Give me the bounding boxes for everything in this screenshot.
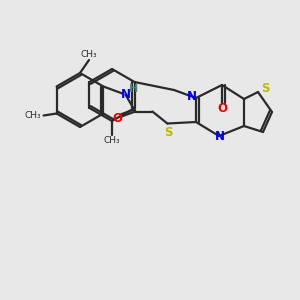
Text: CH₃: CH₃ <box>25 111 42 120</box>
Text: N: N <box>120 88 130 101</box>
Text: N: N <box>215 130 225 143</box>
Text: N: N <box>187 91 197 103</box>
Text: O: O <box>217 103 227 116</box>
Text: O: O <box>112 112 122 125</box>
Text: S: S <box>164 125 172 139</box>
Text: CH₃: CH₃ <box>104 136 120 145</box>
Text: CH₃: CH₃ <box>81 50 97 59</box>
Text: S: S <box>261 82 269 95</box>
Text: H: H <box>129 85 138 94</box>
